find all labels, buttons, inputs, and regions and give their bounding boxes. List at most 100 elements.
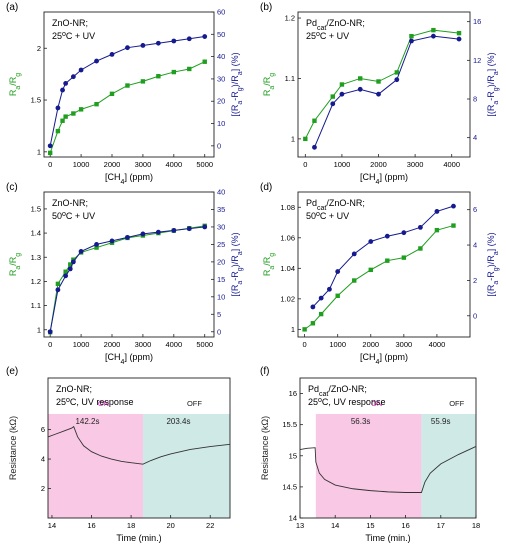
y-tick-label-right: 6 bbox=[473, 205, 477, 214]
y-tick-label-right: 4 bbox=[473, 241, 477, 250]
data-point-square bbox=[55, 281, 61, 287]
x-tick-label: 5000 bbox=[196, 340, 213, 349]
x-tick-label: 0 bbox=[48, 340, 52, 349]
y-tick-label-left: 1.04 bbox=[280, 264, 295, 273]
y-tick-label-right: 40 bbox=[217, 188, 225, 197]
series-line-blue bbox=[312, 205, 454, 308]
y-axis-label-right: [(Ra-Rg)/Ra] (%) bbox=[486, 232, 500, 296]
x-tick-label: 4000 bbox=[429, 340, 446, 349]
data-point-circle bbox=[202, 34, 208, 39]
data-point-circle bbox=[312, 144, 317, 150]
data-point-circle bbox=[330, 101, 336, 107]
data-point-circle bbox=[155, 229, 161, 235]
x-tick-label: 2000 bbox=[362, 340, 379, 349]
y-tick-label-left: 1.02 bbox=[280, 294, 295, 303]
data-point-square bbox=[140, 79, 146, 84]
x-tick-label: 4000 bbox=[165, 160, 182, 169]
x-tick-label: 20 bbox=[166, 521, 174, 530]
plot-frame bbox=[297, 11, 471, 158]
data-point-circle bbox=[171, 38, 177, 44]
data-point-square bbox=[47, 150, 53, 156]
data-point-square bbox=[125, 83, 130, 88]
region-label: ON bbox=[98, 399, 109, 408]
data-point-square bbox=[352, 278, 357, 283]
x-tick-label: 3000 bbox=[407, 160, 424, 169]
panel-annotation: ZnO-NR; bbox=[52, 198, 88, 208]
data-point-circle bbox=[94, 58, 99, 64]
panel-annotation: 25oC + UV bbox=[52, 31, 95, 42]
data-point-square bbox=[401, 255, 407, 260]
panel-annotation: 25oC + UV bbox=[306, 31, 349, 42]
region-off bbox=[421, 414, 476, 518]
y-tick-label-left: 1 bbox=[37, 325, 41, 334]
y-tick-label-right: 30 bbox=[217, 74, 225, 83]
y-tick-label-left: 1 bbox=[291, 325, 295, 334]
x-tick-label: 2000 bbox=[370, 160, 387, 169]
y-tick-label-right: 15 bbox=[217, 275, 225, 284]
x-tick-label: 0 bbox=[48, 160, 52, 169]
y-tick-label-right: 0 bbox=[217, 141, 221, 150]
y-tick-label-left: 16 bbox=[289, 389, 297, 398]
y-tick-label-left: 14.5 bbox=[282, 482, 297, 491]
data-point-circle bbox=[339, 91, 345, 97]
data-point-square bbox=[335, 293, 340, 298]
data-point-circle bbox=[384, 233, 390, 239]
y-tick-label-left: 6 bbox=[41, 425, 45, 434]
x-axis-label: [CH4] (ppm) bbox=[105, 172, 153, 186]
y-axis-label-left: Resistance (kΩ) bbox=[260, 416, 270, 480]
y-tick-label-right: 16 bbox=[473, 17, 481, 26]
x-tick-label: 3000 bbox=[135, 160, 152, 169]
data-point-circle bbox=[376, 91, 381, 97]
data-point-square bbox=[394, 70, 400, 75]
data-point-square bbox=[451, 223, 456, 228]
y-tick-label-right: 35 bbox=[217, 205, 225, 214]
data-point-circle bbox=[368, 239, 374, 244]
chart-panel-1: (a)0 1000 2000 3000 4000 500011.5201020304050… bbox=[6, 2, 244, 186]
data-point-square bbox=[339, 82, 345, 87]
y-tick-label-right: 10 bbox=[217, 292, 225, 301]
region-on bbox=[315, 414, 422, 518]
y-tick-label-right: 20 bbox=[217, 97, 225, 106]
panel-annotation: 50oC + UV bbox=[306, 211, 349, 222]
series-line-green bbox=[49, 225, 205, 333]
x-axis-label: [CH4] (ppm) bbox=[105, 352, 153, 366]
x-tick-label: 13 bbox=[296, 521, 304, 530]
y-tick-label-right: 4 bbox=[473, 133, 477, 142]
region-label: ON bbox=[371, 399, 382, 408]
data-point-circle bbox=[70, 74, 76, 80]
data-point-circle bbox=[63, 273, 69, 279]
y-axis-label-left: Ra/Rg bbox=[8, 73, 22, 96]
data-point-square bbox=[71, 111, 76, 116]
data-point-square bbox=[418, 246, 423, 251]
y-tick-label-left: 1.2 bbox=[31, 277, 41, 286]
x-axis-label: [CH4] (ppm) bbox=[360, 352, 408, 366]
y-tick-label-left: 1 bbox=[37, 147, 41, 156]
data-point-circle bbox=[67, 266, 73, 272]
data-point-circle bbox=[109, 51, 115, 57]
data-point-circle bbox=[409, 38, 414, 44]
region-label: OFF bbox=[187, 399, 202, 408]
x-tick-label: 3000 bbox=[135, 340, 152, 349]
data-point-circle bbox=[47, 329, 53, 335]
y-tick-label-right: 5 bbox=[217, 310, 221, 319]
data-point-circle bbox=[55, 105, 61, 111]
panel-annotation: Pdcat/ZnO-NR; bbox=[306, 18, 365, 32]
x-axis-label: [CH4] (ppm) bbox=[360, 172, 408, 186]
x-tick-label: 4000 bbox=[443, 160, 460, 169]
y-tick-label-left: 1.2 bbox=[285, 14, 295, 23]
data-point-circle bbox=[357, 86, 363, 92]
data-point-circle bbox=[140, 231, 146, 237]
series-line-green bbox=[304, 29, 460, 140]
data-point-circle bbox=[140, 43, 146, 48]
data-point-circle bbox=[78, 248, 84, 254]
x-tick-label: 0 bbox=[303, 340, 307, 349]
data-point-circle bbox=[451, 203, 456, 209]
y-tick-label-right: 10 bbox=[217, 119, 225, 128]
x-tick-label: 2000 bbox=[104, 340, 121, 349]
y-tick-label-left: 1 bbox=[291, 134, 295, 143]
data-point-square bbox=[330, 94, 335, 99]
data-point-circle bbox=[109, 238, 115, 244]
y-tick-label-left: 1.3 bbox=[31, 253, 41, 262]
x-tick-label: 0 bbox=[303, 160, 307, 169]
